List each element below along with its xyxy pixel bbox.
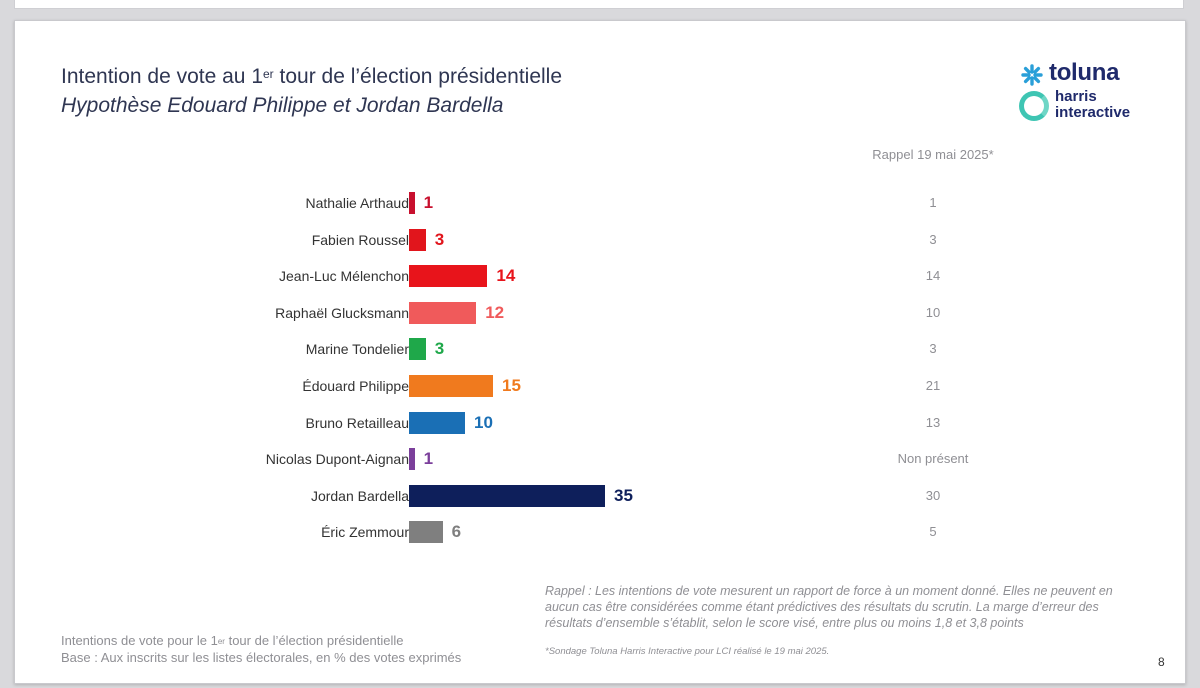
bar-row: Marine Tondelier 3 3 [15,337,1115,361]
bar-value-label: 3 [434,339,445,359]
recall-value: 14 [925,268,941,284]
recall-value: 3 [929,341,937,357]
bar-value-label: 15 [502,376,521,395]
candidate-label: Éric Zemmour [321,524,409,541]
candidate-label: Raphaël Glucksmann [275,304,409,321]
candidate-label: Édouard Philippe [302,378,409,394]
bar [409,301,477,324]
bar-value-label: 12 [485,302,505,322]
bar-row: Jean-Luc Mélenchon 14 14 [15,264,1115,288]
logo-harris-text: harris interactive [1055,88,1131,121]
bar-row: Jordan Bardella 35 30 [15,484,1115,508]
bar [409,484,605,507]
previous-slide-edge [14,0,1184,9]
recall-value: 3 [929,231,937,247]
bar-row: Raphaël Glucksmann 12 10 [15,301,1115,325]
methodology-note: Rappel : Les intentions de vote mesurent… [545,584,1113,630]
bar [409,411,465,434]
recall-value: 13 [925,414,941,430]
asterisk-icon [1021,64,1043,86]
recall-value: 5 [929,524,937,540]
candidate-label: Nathalie Arthaud [305,195,409,211]
bar-row: Nicolas Dupont-Aignan 1 Non présent [15,447,1115,471]
recall-column-header: Rappel 19 mai 2025* [872,147,994,162]
footer-base: Intentions de vote pour le 1er tour de l… [61,633,462,665]
slide: Intention de vote au 1er tour de l’élect… [14,20,1186,684]
bar-row: Édouard Philippe 15 21 [15,374,1115,398]
bar-value-label: 1 [423,193,434,212]
bar-value-label: 3 [434,229,445,249]
source-note: *Sondage Toluna Harris Interactive pour … [545,646,830,657]
logo-toluna-text: toluna [1049,59,1120,86]
recall-value: 30 [925,487,941,503]
bar-value-label: 10 [474,412,493,432]
candidate-label: Nicolas Dupont-Aignan [265,451,409,468]
bar-row: Éric Zemmour 6 5 [15,520,1115,544]
recall-value: 1 [929,195,937,210]
candidate-label: Fabien Roussel [311,231,409,248]
candidate-label: Bruno Retailleau [305,414,409,431]
bar-value-label: 35 [614,485,633,505]
bar [409,448,415,471]
bar [409,228,426,251]
candidate-label: Jean-Luc Mélenchon [279,268,409,285]
chart-subtitle: Hypothèse Edouard Philippe et Jordan Bar… [61,94,504,117]
chart-title: Intention de vote au 1er tour de l’élect… [61,65,563,88]
toluna-harris-logo: toluna harris interactive [1015,59,1155,125]
bar-row: Nathalie Arthaud 1 1 [15,191,1115,215]
bar-row: Bruno Retailleau 10 13 [15,411,1115,435]
candidate-label: Jordan Bardella [310,487,409,504]
bar [409,192,415,214]
bar [409,521,443,544]
bar-row: Fabien Roussel 3 3 [15,228,1115,252]
bar [409,375,493,397]
candidate-label: Marine Tondelier [305,341,409,358]
bar [409,338,426,361]
harris-ring-icon [1019,91,1049,121]
bar-value-label: 1 [423,449,434,469]
recall-value: Non présent [897,451,969,467]
bar-value-label: 14 [496,266,516,286]
bar-value-label: 6 [451,522,462,542]
recall-value: 21 [925,378,941,393]
recall-value: 10 [925,304,941,320]
bar [409,265,488,288]
page-number: 8 [1158,655,1165,669]
